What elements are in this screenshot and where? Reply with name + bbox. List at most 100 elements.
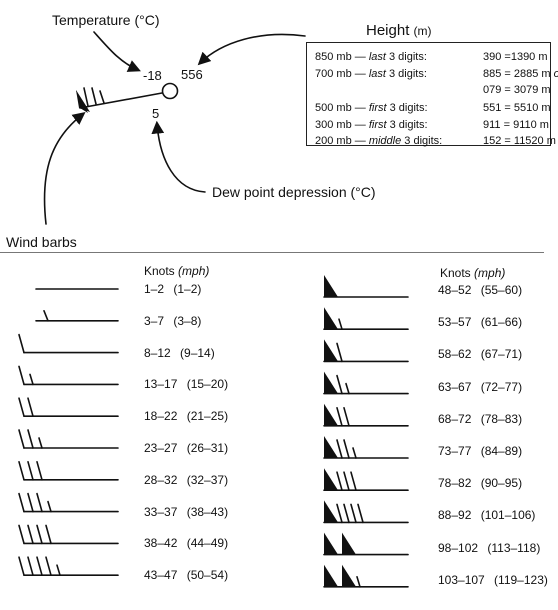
barb-speed-label: 3–7 (3–8) [144,314,201,328]
barb-full [45,556,52,577]
barb-mph: (119–123) [490,572,548,587]
barb-full [27,397,34,418]
barb-mph: (3–8) [170,313,202,328]
barb-full [27,460,34,481]
barb-pennant [324,468,338,491]
barb-speed-label: 8–12 (9–14) [144,346,215,360]
barb-speed-label: 98–102 (113–118) [438,541,540,555]
barb-mph: (21–25) [183,409,229,424]
barb-speed-label: 13–17 (15–20) [144,377,228,391]
barb-full [18,556,25,577]
right-header: Knots (mph) [440,266,505,280]
barb-knots: 18–22 [144,409,178,424]
barb-full [18,524,25,545]
barb-full [27,492,34,513]
barb-knots: 98–102 [438,540,479,555]
barb-speed-label: 18–22 (21–25) [144,409,228,423]
station-wind-shaft [79,92,163,109]
barb-full [27,429,34,449]
height-row-500: 500 mb — first 3 digits: [315,102,428,114]
height-row-level: 700 mb — [315,68,366,80]
barb-full [350,503,357,524]
barb-mph: (55–60) [477,283,523,297]
barb-full [45,524,52,545]
barb-half [352,447,357,459]
barb-pennant [324,436,338,458]
barb-speed-label: 28–32 (32–37) [144,473,228,487]
barb-mph: (78–83) [477,411,523,426]
barb-pennant [324,371,338,394]
height-row-rest: 3 digits: [404,135,443,147]
barb-knots: 13–17 [144,377,178,392]
barb-knots: 28–32 [144,472,178,487]
barb-full [18,492,25,513]
barb-mph: (1–2) [170,282,202,296]
barb-knots: 73–77 [438,444,472,458]
barb-knots: 8–12 [144,345,171,360]
barb-full [36,460,43,481]
height-row-850: 850 mb — last 3 digits: [315,51,427,63]
barb-full [336,406,343,427]
wind-arrow [43,112,86,225]
temperature-label: Temperature (°C) [52,12,160,28]
height-label-unit: (m) [413,24,432,38]
barb-knots: 78–82 [438,476,472,491]
temperature-value: -18 [143,68,162,83]
barb-knots: 33–37 [144,504,178,519]
height-row-or: or [554,68,558,80]
barb-full [343,439,350,459]
left-header: Knots (mph) [144,264,209,278]
barb-mph: (32–37) [183,472,229,487]
height-row-value: 911 = 9110 m [483,119,549,131]
barb-half [29,373,34,386]
barb-speed-label: 68–72 (78–83) [438,412,522,426]
height-row-rest: 3 digits: [389,102,428,114]
dewpoint-label: Dew point depression (°C) [212,184,376,200]
barb-pennant [324,403,338,426]
barb-full [343,471,350,492]
height-row-value: 551 = 5510 m [483,102,551,114]
barb-knots: 43–47 [144,568,178,583]
barb-knots: 63–67 [438,379,472,394]
barb-knots: 53–57 [438,315,472,330]
barb-pennant [324,564,338,587]
barb-mph: (67–71) [477,347,523,362]
barb-full [18,365,25,386]
barb-full [336,439,343,459]
barb-full [336,503,343,524]
dewpoint-value: 5 [152,106,160,121]
barb-knots: 48–52 [438,283,472,297]
height-label-text: Height [366,22,410,39]
height-row-level: 500 mb — [315,102,366,114]
station-wind-barb [99,90,105,104]
barb-speed-label: 53–57 (61–66) [438,315,522,329]
barb-full [36,556,43,577]
height-row-rest: 3 digits: [389,119,428,131]
barb-speed-label: 23–27 (26–31) [144,441,228,455]
height-row-value-text: 885 = 2885 m [483,68,551,80]
height-row-level: 200 mb — [315,135,366,147]
height-row-value: 152 = 11520 m [483,135,556,147]
barb-full [336,374,343,395]
barb-knots: 58–62 [438,347,472,362]
height-row-rest: 3 digits: [389,68,427,80]
barb-mph: (38–43) [183,504,229,519]
barb-mph: (26–31) [183,441,229,455]
barb-mph: (15–20) [183,377,229,392]
barb-pennant [342,564,356,587]
height-row-700: 700 mb — last 3 digits: [315,68,427,80]
barb-knots: 23–27 [144,441,178,455]
barb-full [18,429,25,449]
barb-mph: (50–54) [183,568,229,583]
barb-half [356,575,361,588]
height-label: Height (m) [366,22,432,39]
barb-half [345,382,350,395]
height-row-300: 300 mb — first 3 digits: [315,119,428,131]
header-mph: (mph) [178,264,210,278]
barb-pennant [324,339,338,362]
barb-full [343,406,350,427]
barb-pennant [324,500,338,523]
barb-speed-label: 38–42 (44–49) [144,536,228,550]
barb-knots: 3–7 [144,313,165,328]
